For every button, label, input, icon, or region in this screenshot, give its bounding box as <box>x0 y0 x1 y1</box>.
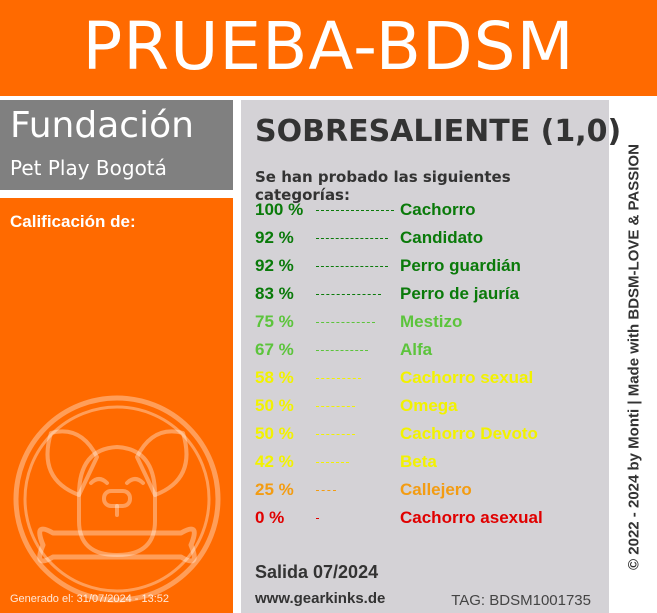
category-row: 75 % Mestizo <box>255 312 605 338</box>
category-percent: 75 % <box>255 312 294 331</box>
category-row: 83 % Perro de jauría <box>255 284 605 310</box>
category-name: Perro guardián <box>400 256 521 275</box>
category-name: Cachorro <box>400 200 476 219</box>
category-percent: 42 % <box>255 452 294 471</box>
category-percent: 58 % <box>255 368 294 387</box>
category-row: 58 % Cachorro sexual <box>255 368 605 394</box>
category-score-line <box>316 322 375 323</box>
puppy-bone-icon <box>13 395 221 603</box>
category-percent: 67 % <box>255 340 294 359</box>
category-percent: 92 % <box>255 256 294 275</box>
category-score-line <box>316 238 388 239</box>
category-score-line <box>316 490 336 491</box>
category-name: Mestizo <box>400 312 463 331</box>
category-row: 67 % Alfa <box>255 340 605 366</box>
category-name: Cachorro asexual <box>400 508 543 527</box>
generated-timestamp: Generado el: 31/07/2024 - 13:52 <box>10 593 170 605</box>
category-score-line <box>316 210 394 211</box>
website-link[interactable]: www.gearkinks.de <box>255 590 386 607</box>
organization-name: Fundación <box>10 105 194 146</box>
category-row: 0 % Cachorro asexual <box>255 508 605 534</box>
category-score-line <box>316 350 369 351</box>
category-name: Cachorro sexual <box>400 368 534 387</box>
category-percent: 50 % <box>255 424 294 443</box>
category-name: Callejero <box>400 480 472 499</box>
category-name: Alfa <box>400 340 433 359</box>
category-percent: 50 % <box>255 396 294 415</box>
result-title: SOBRESALIENTE (1,0) <box>255 114 622 149</box>
tag-id: TAG: BDSM1001735 <box>451 592 591 609</box>
category-percent: 25 % <box>255 480 294 499</box>
category-score-line <box>316 518 319 519</box>
release-date: Salida 07/2024 <box>255 562 379 582</box>
category-row: 92 % Perro guardián <box>255 256 605 282</box>
organization-header: Fundación Pet Play Bogotá <box>0 100 233 190</box>
banner-title: PRUEBA-BDSM <box>82 8 575 85</box>
category-score-line <box>316 294 381 295</box>
category-name: Perro de jauría <box>400 284 520 303</box>
copyright-text: © 2022 - 2024 by Monti | Made with BDSM-… <box>625 143 642 570</box>
categories-intro: Se han probado las siguientes categorías… <box>255 168 511 204</box>
copyright-strip: © 2022 - 2024 by Monti | Made with BDSM-… <box>610 100 657 613</box>
category-row: 50 % Cachorro Devoto <box>255 424 605 450</box>
category-row: 42 % Beta <box>255 452 605 478</box>
category-percent: 92 % <box>255 228 294 247</box>
category-name: Omega <box>400 396 458 415</box>
category-name: Beta <box>400 452 437 471</box>
category-row: 92 % Candidato <box>255 228 605 254</box>
category-percent: 83 % <box>255 284 294 303</box>
category-score-line <box>316 406 355 407</box>
organization-subtitle: Pet Play Bogotá <box>10 156 167 180</box>
results-panel: SOBRESALIENTE (1,0) Se han probado las s… <box>241 100 621 613</box>
category-name: Candidato <box>400 228 484 247</box>
header-banner: PRUEBA-BDSM <box>0 0 657 96</box>
category-score-line <box>316 462 349 463</box>
rating-label: Calificación de: <box>10 212 136 231</box>
category-row: 100 % Cachorro <box>255 200 605 226</box>
category-row: 25 % Callejero <box>255 480 605 506</box>
left-panel: Calificación de: Generado el: 31/07/2024… <box>0 198 233 613</box>
category-percent: 0 % <box>255 508 285 527</box>
category-score-line <box>316 434 355 435</box>
category-row: 50 % Omega <box>255 396 605 422</box>
category-score-line <box>316 378 362 379</box>
category-name: Cachorro Devoto <box>400 424 538 443</box>
category-percent: 100 % <box>255 200 304 219</box>
category-score-line <box>316 266 388 267</box>
